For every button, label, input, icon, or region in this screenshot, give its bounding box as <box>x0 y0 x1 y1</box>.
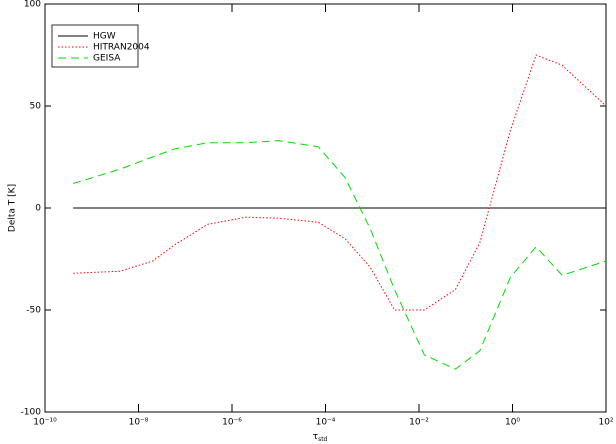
x-axis-label-symbol: τ <box>313 432 318 442</box>
x-tick-label: 10⁰ <box>505 418 520 428</box>
y-tick-label: 100 <box>24 0 41 10</box>
x-tick-label: 10⁻⁸ <box>129 418 149 428</box>
y-tick-label: -50 <box>26 306 41 316</box>
y-tick-label: 50 <box>30 102 42 112</box>
x-tick-label: 10⁻² <box>409 418 429 428</box>
x-tick-label: 10² <box>598 418 613 428</box>
legend-label: HITRAN2004 <box>93 43 150 53</box>
legend-box <box>51 24 139 68</box>
y-tick-label: 0 <box>35 204 41 214</box>
x-axis-label: τstd <box>313 432 328 443</box>
x-tick-label: 10⁻⁶ <box>222 418 242 428</box>
legend-label: GEISA <box>93 54 121 64</box>
x-tick-label: 10⁻¹⁰ <box>33 418 57 428</box>
legend-label: HGW <box>93 32 116 42</box>
y-tick-label: -100 <box>21 408 42 418</box>
series-line <box>73 140 607 370</box>
x-tick-label: 10⁻⁴ <box>316 418 336 428</box>
series-line <box>73 54 607 311</box>
y-axis-label: Delta T [K] <box>8 184 18 232</box>
x-axis-label-sub: std <box>318 436 327 443</box>
